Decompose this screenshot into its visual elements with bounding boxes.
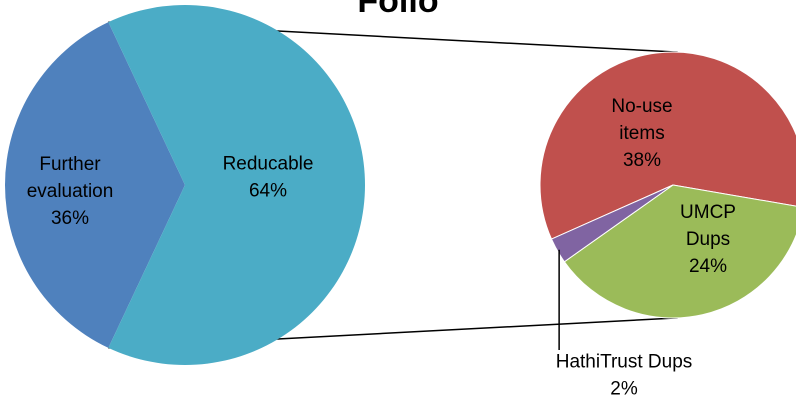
pie-slice-no-use-items — [539, 51, 796, 240]
pie-slice-hathitrust-dups — [550, 184, 674, 263]
primary-pie — [4, 5, 365, 366]
data-label-further-evaluation: Further evaluation 36% — [27, 154, 114, 229]
pie-slice-umcp-dups — [563, 184, 796, 319]
data-label-no-use-items: No-use items 38% — [611, 96, 672, 171]
data-label-umcp-dups: UMCP Dups 24% — [680, 202, 736, 277]
chart-title: Folio — [357, 0, 438, 20]
pie-slice-further-evaluation — [4, 22, 185, 348]
secondary-pie — [539, 51, 796, 319]
data-label-hathitrust-dups: HathiTrust Dups 2% — [556, 352, 693, 400]
pie-slice-reducable — [108, 5, 365, 366]
slice-labels: Further evaluation 36% Reducable 64% No-use it… — [27, 96, 736, 400]
data-label-reducable: Reducable 64% — [223, 154, 314, 202]
